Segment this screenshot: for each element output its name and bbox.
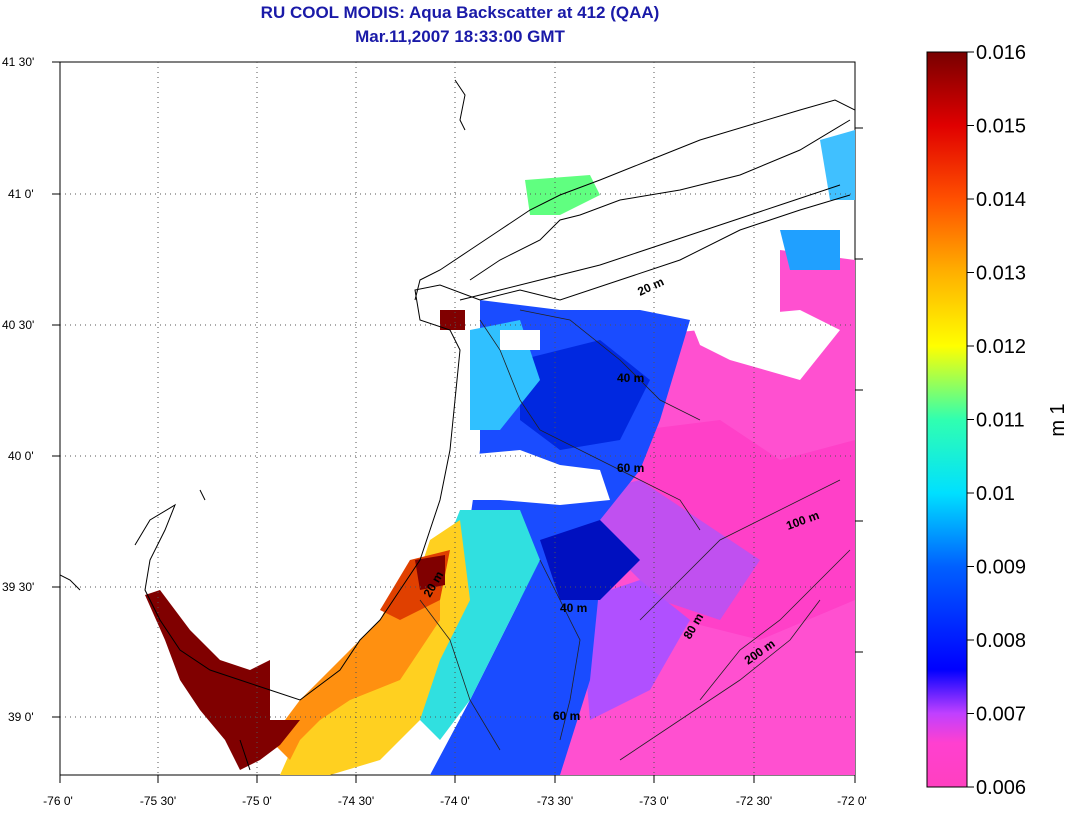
lon-label: -75 0' bbox=[242, 794, 272, 808]
lon-label: -72 30' bbox=[736, 794, 772, 808]
colorbar-unit-label: m 1 bbox=[1047, 403, 1069, 436]
colorbar-label: 0.012 bbox=[976, 336, 1026, 358]
lat-label: 41 0' bbox=[8, 187, 34, 201]
colorbar-label: 0.007 bbox=[976, 704, 1026, 726]
colorbar-label: 0.009 bbox=[976, 557, 1026, 579]
lon-label: -74 30' bbox=[338, 794, 374, 808]
longitude-labels: -76 0' -75 30' -75 0' -74 30' -74 0' -73… bbox=[43, 794, 867, 808]
lon-label: -72 0' bbox=[837, 794, 867, 808]
colorbar-label: 0.008 bbox=[976, 630, 1026, 652]
backscatter-field bbox=[145, 130, 855, 775]
contour-label: 60 m bbox=[553, 709, 580, 723]
map-subtitle: Mar.11,2007 18:33:00 GMT bbox=[355, 27, 565, 46]
lat-label: 40 30' bbox=[2, 318, 34, 332]
colorbar bbox=[926, 51, 968, 788]
contour-label: 40 m bbox=[560, 601, 587, 615]
coastline bbox=[60, 79, 855, 771]
lat-label: 39 30' bbox=[2, 580, 34, 594]
lon-label: -73 0' bbox=[639, 794, 669, 808]
isobath-lines bbox=[419, 309, 851, 761]
lat-label: 40 0' bbox=[8, 449, 34, 463]
colorbar-label: 0.011 bbox=[976, 410, 1025, 432]
lon-label: -74 0' bbox=[440, 794, 470, 808]
map-title: RU COOL MODIS: Aqua Backscatter at 412 (… bbox=[260, 3, 660, 22]
lon-label: -75 30' bbox=[140, 794, 176, 808]
colorbar-label: 0.014 bbox=[976, 189, 1026, 211]
colorbar-label: 0.006 bbox=[976, 777, 1026, 799]
colorbar-label: 0.013 bbox=[976, 263, 1026, 285]
lat-label: 41 30' bbox=[2, 55, 34, 69]
lat-label: 39 0' bbox=[8, 710, 34, 724]
colorbar-label: 0.016 bbox=[976, 42, 1026, 64]
contour-label: 60 m bbox=[617, 461, 644, 475]
contour-label: 40 m bbox=[617, 371, 644, 385]
colorbar-ticks bbox=[967, 51, 974, 788]
colorbar-label: 0.01 bbox=[976, 483, 1015, 505]
latitude-labels: 41 30' 41 0' 40 30' 40 0' 39 30' 39 0' bbox=[2, 55, 34, 724]
lon-label: -73 30' bbox=[537, 794, 573, 808]
lon-label: -76 0' bbox=[43, 794, 73, 808]
axis-ticks bbox=[52, 61, 863, 783]
colorbar-label: 0.015 bbox=[976, 116, 1026, 138]
colorbar-labels: 0.016 0.015 0.014 0.013 0.012 0.011 0.01… bbox=[976, 42, 1026, 799]
